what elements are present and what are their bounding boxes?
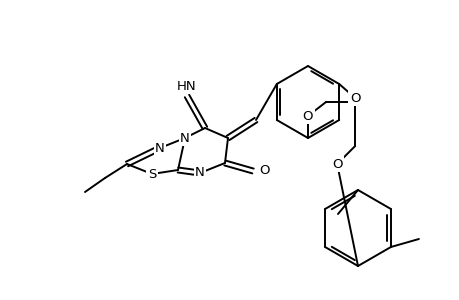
- Text: O: O: [331, 158, 341, 170]
- Text: HN: HN: [177, 80, 196, 92]
- Text: O: O: [259, 164, 270, 178]
- Text: S: S: [147, 167, 156, 181]
- Text: O: O: [349, 92, 360, 104]
- Text: O: O: [302, 110, 313, 122]
- Text: N: N: [195, 167, 204, 179]
- Text: N: N: [155, 142, 164, 154]
- Text: N: N: [180, 131, 190, 145]
